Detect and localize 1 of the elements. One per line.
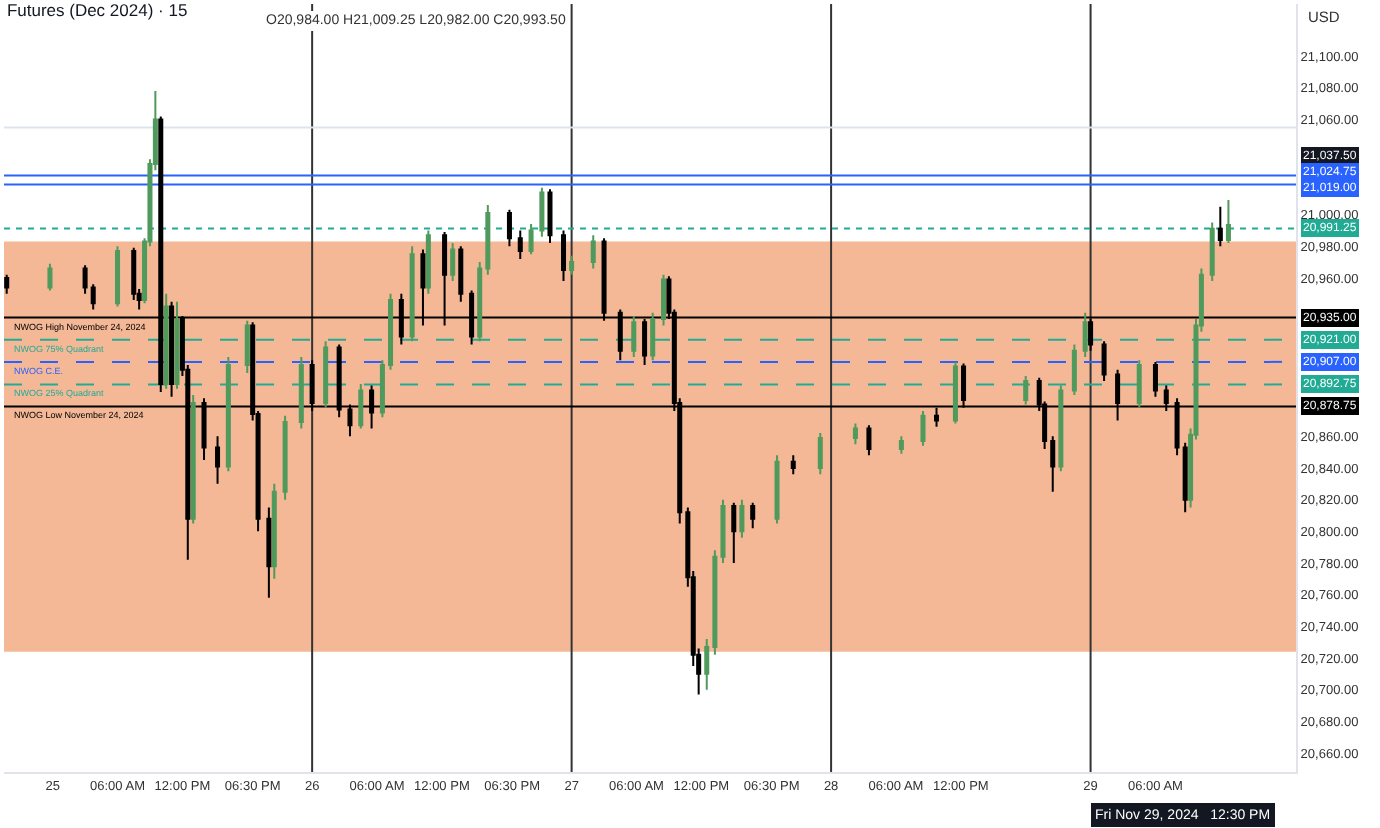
chart-title: Futures (Dec 2024) · 15 xyxy=(6,0,188,21)
